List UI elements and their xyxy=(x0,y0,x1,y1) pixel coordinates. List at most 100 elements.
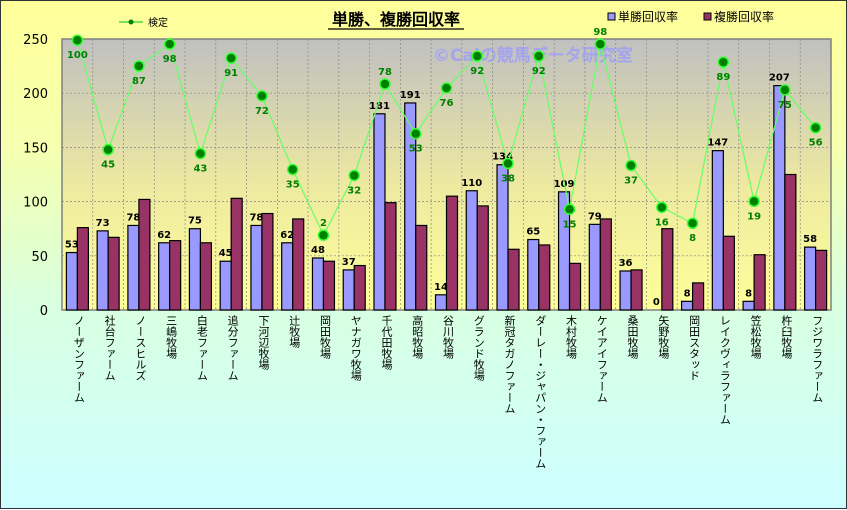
bar-win xyxy=(773,85,786,311)
x-tick-label: 矢野牧場 xyxy=(656,315,670,359)
bar-value-label: 78 xyxy=(126,212,140,223)
x-tick-label: 下河辺牧場 xyxy=(256,315,270,370)
y-tick-label: 0 xyxy=(40,304,48,319)
bar-value-label: 48 xyxy=(311,245,325,256)
line-point xyxy=(133,60,145,72)
line-point xyxy=(317,229,330,241)
x-tick-label: 高昭牧場 xyxy=(410,315,424,359)
line-value-label: 100 xyxy=(67,50,88,61)
y-tick-label: 200 xyxy=(23,87,48,102)
line-point xyxy=(409,127,422,140)
bar-value-label: 181 xyxy=(369,101,390,112)
x-tick-label: 白老ファーム xyxy=(195,315,209,381)
y-tick-label: 100 xyxy=(23,196,48,211)
line-value-label: 56 xyxy=(809,138,823,149)
bar-win xyxy=(158,242,171,311)
bar-place xyxy=(199,242,213,311)
bar-place xyxy=(138,198,151,311)
line-value-label: 98 xyxy=(163,54,177,65)
x-tick-label: 追分ファーム xyxy=(226,315,240,381)
line-value-label: 92 xyxy=(532,66,546,77)
legend-swatch-icon xyxy=(703,12,712,21)
bar-win xyxy=(680,300,694,311)
bar-value-label: 73 xyxy=(96,218,110,229)
bar-value-label: 8 xyxy=(745,288,752,299)
bar-value-label: 65 xyxy=(526,227,540,238)
bar-place xyxy=(784,173,797,311)
chart-title: 単勝、複勝回収率 xyxy=(332,10,460,29)
legend-swatch-icon xyxy=(607,12,616,21)
line-point xyxy=(225,52,237,64)
line-value-label: 32 xyxy=(347,185,361,196)
bar-value-label: 134 xyxy=(492,152,513,163)
line-value-label: 72 xyxy=(255,106,269,117)
bar-place xyxy=(384,202,397,311)
bar-win xyxy=(465,190,478,311)
line-value-label: 76 xyxy=(440,98,454,109)
bar-place xyxy=(169,240,182,311)
line-value-label: 78 xyxy=(378,67,392,78)
y-tick-label: 50 xyxy=(31,250,48,265)
bar-value-label: 110 xyxy=(461,178,482,189)
bar-place xyxy=(353,264,366,311)
bar-win xyxy=(373,113,386,311)
x-tick-label: 桑田牧場 xyxy=(626,315,640,359)
x-tick-label: 杵臼牧場 xyxy=(779,315,793,359)
bar-win xyxy=(588,223,601,311)
line-point xyxy=(625,159,637,172)
bar-place xyxy=(322,260,336,311)
line-value-label: 45 xyxy=(101,160,115,171)
bar-win xyxy=(711,150,724,311)
legend-label: 検定 xyxy=(148,16,168,29)
line-value-label: 43 xyxy=(193,164,207,175)
x-tick-label: 辻牧場 xyxy=(287,315,301,348)
x-tick-label: ノースヒルズ xyxy=(133,315,147,381)
line-value-label: 19 xyxy=(747,211,761,222)
line-value-label: 92 xyxy=(470,66,484,77)
bar-value-label: 147 xyxy=(707,138,728,149)
bar-win xyxy=(342,269,355,311)
bar-value-label: 37 xyxy=(342,257,356,268)
bar-value-label: 14 xyxy=(434,282,448,293)
x-tick-label: フジワラファーム xyxy=(810,315,824,403)
bar-place xyxy=(568,262,582,311)
bar-place xyxy=(415,224,428,311)
bar-win xyxy=(65,251,78,311)
bar-win xyxy=(404,102,417,311)
x-tick-label: 笠松牧場 xyxy=(749,315,763,359)
x-tick-label: 千代田牧場 xyxy=(379,315,393,370)
legend-label: 単勝回収率 xyxy=(618,9,678,24)
bar-place xyxy=(507,248,520,311)
y-tick-label: 250 xyxy=(23,33,48,48)
y-tick-label: 150 xyxy=(23,141,48,156)
bar-place xyxy=(599,218,612,311)
line-value-label: 16 xyxy=(655,217,669,228)
bar-win xyxy=(804,246,817,311)
bar-win xyxy=(527,238,540,311)
bar-place xyxy=(691,282,705,311)
bar-place xyxy=(538,244,551,311)
line-point xyxy=(594,38,607,50)
line-point xyxy=(533,50,545,62)
line-point xyxy=(256,90,268,102)
x-tick-label: ケイアイファーム xyxy=(595,315,609,403)
line-point xyxy=(379,78,391,90)
bar-value-label: 79 xyxy=(588,211,602,222)
line-point xyxy=(348,169,360,182)
bar-value-label: 62 xyxy=(157,230,171,241)
x-tick-label: ヤナガワ牧場 xyxy=(349,315,363,381)
line-value-label: 89 xyxy=(716,72,730,83)
line-value-label: 53 xyxy=(409,144,423,155)
line-point xyxy=(686,217,699,229)
line-point xyxy=(748,195,760,208)
bar-value-label: 0 xyxy=(653,297,660,308)
x-tick-label: 谷川牧場 xyxy=(441,315,455,359)
bar-place xyxy=(445,195,459,311)
line-point xyxy=(809,121,822,134)
bar-win xyxy=(250,224,263,311)
bar-win xyxy=(557,191,571,311)
x-tick-label: 岡田牧場 xyxy=(318,315,332,359)
bar-win xyxy=(219,260,232,311)
bar-place xyxy=(722,235,735,311)
